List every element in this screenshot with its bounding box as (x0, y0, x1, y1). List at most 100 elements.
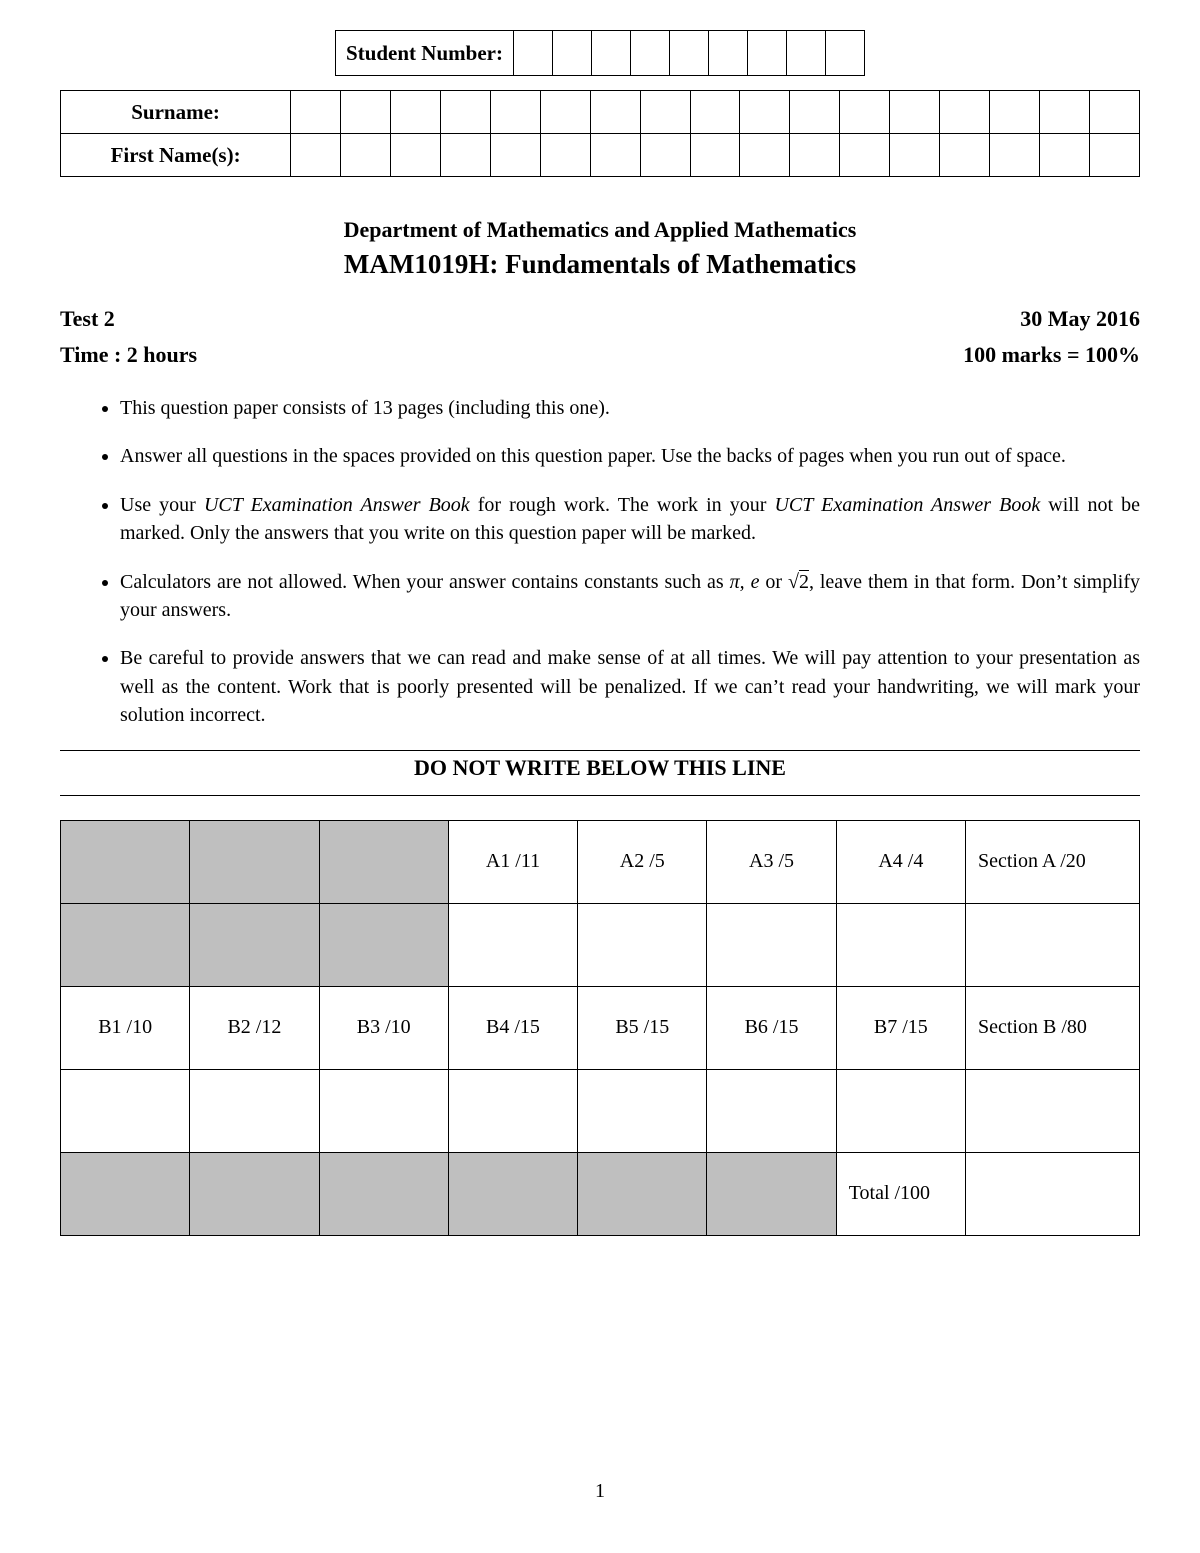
instruction-item: Be careful to provide answers that we ca… (120, 644, 1140, 729)
student-number-box[interactable] (786, 31, 825, 76)
student-number-box[interactable] (669, 31, 708, 76)
surname-box[interactable] (840, 91, 890, 134)
marks-grid-cell (190, 1152, 319, 1235)
marks-grid-row (61, 1069, 1140, 1152)
marks-grid-cell (578, 1069, 707, 1152)
instruction-item: Calculators are not allowed. When your a… (120, 568, 1140, 625)
surname-label: Surname: (61, 91, 291, 134)
surname-box[interactable] (490, 91, 540, 134)
student-number-box[interactable] (708, 31, 747, 76)
marks-grid-cell (707, 1069, 836, 1152)
firstnames-box[interactable] (1039, 134, 1089, 177)
marks-grid-cell (319, 903, 448, 986)
surname-row: Surname: (61, 91, 1140, 134)
marks-grid-cell (190, 1069, 319, 1152)
surname-box[interactable] (640, 91, 690, 134)
marks-grid-cell (319, 820, 448, 903)
marks-grid-cell: B7 /15 (836, 986, 965, 1069)
student-number-box[interactable] (552, 31, 591, 76)
firstnames-box[interactable] (690, 134, 740, 177)
firstnames-box[interactable] (940, 134, 990, 177)
marks-grid: A1 /11A2 /5A3 /5A4 /4Section A /20 B1 /10… (60, 820, 1140, 1236)
firstnames-box[interactable] (341, 134, 391, 177)
firstnames-box[interactable] (890, 134, 940, 177)
marks-grid-cell (61, 820, 190, 903)
marks-grid-cell: B1 /10 (61, 986, 190, 1069)
firstnames-row: First Name(s): (61, 134, 1140, 177)
surname-box[interactable] (890, 91, 940, 134)
marks-grid-cell (61, 903, 190, 986)
instructions-list: This question paper consists of 13 pages… (60, 394, 1140, 730)
firstnames-box[interactable] (740, 134, 790, 177)
test-label: Test 2 (60, 306, 115, 332)
surname-box[interactable] (590, 91, 640, 134)
marks-grid-row (61, 903, 1140, 986)
firstnames-label: First Name(s): (61, 134, 291, 177)
marks-grid-cell (966, 1069, 1140, 1152)
marks-grid-cell: A1 /11 (448, 820, 577, 903)
firstnames-box[interactable] (640, 134, 690, 177)
divider-top (60, 750, 1140, 751)
marks-grid-cell (61, 1069, 190, 1152)
marks-grid-cell: A4 /4 (836, 820, 965, 903)
marks-grid-cell: B6 /15 (707, 986, 836, 1069)
firstnames-box[interactable] (391, 134, 441, 177)
marks-grid-cell: B5 /15 (578, 986, 707, 1069)
student-number-box[interactable] (825, 31, 864, 76)
surname-box[interactable] (291, 91, 341, 134)
surname-box[interactable] (790, 91, 840, 134)
marks-grid-cell (448, 1152, 577, 1235)
marks-grid-cell (61, 1152, 190, 1235)
marks-grid-row: A1 /11A2 /5A3 /5A4 /4Section A /20 (61, 820, 1140, 903)
instruction-item: Use your UCT Examination Answer Book for… (120, 491, 1140, 548)
firstnames-box[interactable] (590, 134, 640, 177)
surname-box[interactable] (341, 91, 391, 134)
marks-grid-cell (966, 1152, 1140, 1235)
page-number: 1 (0, 1480, 1200, 1503)
student-number-box[interactable] (630, 31, 669, 76)
surname-box[interactable] (540, 91, 590, 134)
surname-box[interactable] (440, 91, 490, 134)
firstnames-box[interactable] (840, 134, 890, 177)
marks-grid-cell: B2 /12 (190, 986, 319, 1069)
surname-box[interactable] (740, 91, 790, 134)
marks-grid-cell (966, 903, 1140, 986)
student-number-table: Student Number: (335, 30, 865, 76)
firstnames-box[interactable] (990, 134, 1040, 177)
time-label: Time : 2 hours (60, 342, 197, 368)
name-table: Surname: First Name(s): (60, 90, 1140, 177)
department-title: Department of Mathematics and Applied Ma… (60, 217, 1140, 243)
student-number-row: Student Number: (336, 31, 865, 76)
divider-bottom (60, 795, 1140, 796)
surname-box[interactable] (1089, 91, 1139, 134)
marks-grid-cell: Section A /20 (966, 820, 1140, 903)
firstnames-box[interactable] (490, 134, 540, 177)
firstnames-box[interactable] (790, 134, 840, 177)
marks-label: 100 marks = 100% (963, 342, 1140, 368)
marks-grid-row: B1 /10B2 /12B3 /10B4 /15B5 /15B6 /15B7 /… (61, 986, 1140, 1069)
info-row-1: Test 2 30 May 2016 (60, 306, 1140, 332)
course-title: MAM1019H: Fundamentals of Mathematics (60, 249, 1140, 280)
student-number-box[interactable] (747, 31, 786, 76)
marks-grid-cell (190, 903, 319, 986)
surname-box[interactable] (690, 91, 740, 134)
student-number-box[interactable] (591, 31, 630, 76)
marks-grid-cell: Section B /80 (966, 986, 1140, 1069)
marks-grid-cell: A3 /5 (707, 820, 836, 903)
student-number-box[interactable] (513, 31, 552, 76)
firstnames-box[interactable] (440, 134, 490, 177)
warning-text: DO NOT WRITE BELOW THIS LINE (60, 755, 1140, 781)
surname-box[interactable] (940, 91, 990, 134)
firstnames-box[interactable] (291, 134, 341, 177)
surname-box[interactable] (1039, 91, 1089, 134)
surname-box[interactable] (990, 91, 1040, 134)
student-number-container: Student Number: (60, 30, 1140, 76)
firstnames-box[interactable] (1089, 134, 1139, 177)
surname-box[interactable] (391, 91, 441, 134)
marks-grid-cell (190, 820, 319, 903)
marks-grid-cell (836, 1069, 965, 1152)
marks-grid-cell (578, 1152, 707, 1235)
marks-grid-cell: B4 /15 (448, 986, 577, 1069)
firstnames-box[interactable] (540, 134, 590, 177)
exam-cover-page: Student Number: Surname: First Name(s): … (0, 0, 1200, 1553)
